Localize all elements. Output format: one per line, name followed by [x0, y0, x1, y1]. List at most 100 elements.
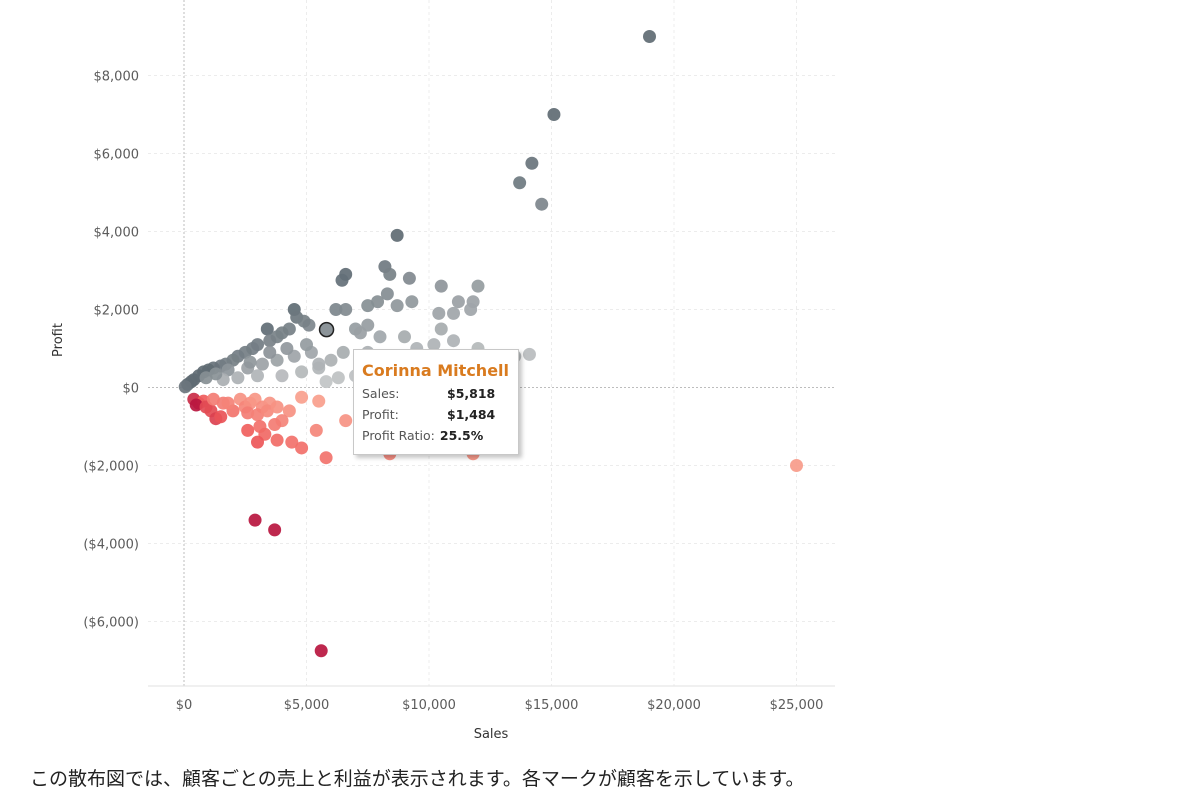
data-point [402, 271, 416, 285]
x-tick-label: $25,000 [770, 698, 824, 713]
data-point [300, 338, 313, 352]
data-point [297, 314, 311, 328]
data-point [451, 295, 465, 309]
data-point [255, 357, 269, 371]
data-point [405, 295, 419, 309]
data-point [525, 156, 539, 170]
data-point [221, 363, 235, 377]
data-point [434, 322, 448, 336]
data-point [432, 306, 446, 320]
data-point [209, 367, 223, 381]
data-point [390, 228, 404, 242]
tooltip-sales-row: Sales: $5,818 [362, 386, 518, 407]
data-point [790, 459, 803, 472]
highlighted-point [318, 321, 335, 338]
data-points [178, 30, 803, 658]
data-point [214, 410, 228, 424]
data-point [353, 326, 367, 340]
data-point [221, 396, 235, 410]
y-tick-label: $6,000 [94, 148, 140, 163]
data-point [339, 303, 353, 316]
data-point [513, 176, 527, 190]
y-tick-label: $8,000 [94, 70, 140, 85]
data-point [390, 299, 404, 313]
data-point [189, 398, 203, 412]
data-point [309, 423, 323, 437]
data-point [547, 108, 561, 121]
data-point [371, 295, 385, 309]
x-tick-label: $5,000 [284, 698, 330, 713]
data-point [471, 279, 485, 293]
data-point [312, 357, 326, 371]
data-point [295, 390, 309, 404]
data-point [643, 30, 656, 43]
data-point [295, 441, 309, 455]
tooltip-sales-value: $5,818 [447, 386, 496, 401]
data-point [251, 369, 264, 383]
y-tick-label: ($4,000) [83, 538, 139, 553]
data-point [398, 330, 411, 344]
data-point [275, 369, 289, 383]
data-point [314, 644, 328, 658]
data-point [464, 303, 478, 316]
y-tick-label: ($6,000) [83, 616, 139, 631]
data-point [329, 303, 343, 316]
tooltip-sales-label: Sales: [362, 386, 400, 401]
data-point [319, 451, 333, 465]
data-point [324, 353, 338, 367]
data-point [270, 400, 284, 414]
data-point [522, 347, 536, 361]
data-point [335, 273, 349, 287]
tooltip-ratio-label: Profit Ratio: [362, 428, 435, 443]
scatter-chart: $8,000 $6,000 $4,000 $2,000 $0 ($2,000) ($4,00… [51, 0, 835, 742]
data-point [231, 371, 245, 385]
data-point [282, 404, 296, 418]
data-point [427, 338, 441, 352]
tooltip-profit-value: $1,484 [447, 407, 496, 422]
data-point [319, 375, 333, 389]
data-point [263, 334, 277, 348]
data-point [295, 365, 309, 379]
y-tick-label: $2,000 [94, 304, 140, 319]
data-point [268, 523, 282, 537]
tooltip-customer-name: Corinna Mitchell [362, 361, 510, 380]
data-point [178, 380, 192, 394]
data-point [434, 279, 448, 293]
x-tick-label: $15,000 [525, 698, 579, 713]
data-point [383, 267, 397, 281]
tooltip-profit-row: Profit: $1,484 [362, 407, 518, 428]
data-point [331, 371, 345, 385]
data-point [260, 322, 274, 336]
data-point [312, 394, 326, 408]
axes: $8,000 $6,000 $4,000 $2,000 $0 ($2,000) ($4,00… [83, 0, 835, 713]
x-tick-label: $20,000 [647, 698, 701, 713]
tooltip-ratio-value: 25.5% [439, 428, 484, 443]
data-point [373, 330, 387, 344]
data-point [248, 513, 262, 527]
chart-caption: この散布図では、顧客ごとの売上と利益が表示されます。各マークが顧客を示しています… [30, 768, 805, 790]
x-tick-label: $0 [176, 698, 193, 713]
y-tick-label: ($2,000) [83, 460, 139, 475]
y-axis-title: Profit [51, 323, 66, 357]
data-point [268, 418, 282, 432]
data-point [336, 345, 350, 359]
tooltip-ratio-row: Profit Ratio: 25.5% [362, 428, 518, 449]
y-tick-label: $4,000 [94, 226, 140, 241]
data-point [243, 355, 257, 369]
data-point [285, 435, 299, 449]
data-point [339, 414, 353, 428]
data-point [263, 345, 277, 359]
tooltip-profit-label: Profit: [362, 407, 399, 422]
data-point [361, 299, 375, 313]
data-point [447, 306, 460, 320]
x-tick-label: $10,000 [402, 698, 456, 713]
data-point [199, 371, 213, 385]
x-axis-title: Sales [474, 727, 509, 742]
data-point [447, 334, 460, 348]
data-point [535, 197, 549, 211]
data-point [251, 435, 264, 449]
tooltip: Corinna Mitchell Sales: $5,818 Profit: $1,… [353, 349, 519, 455]
data-point [241, 423, 255, 437]
data-point [241, 406, 255, 420]
data-point [260, 404, 274, 418]
